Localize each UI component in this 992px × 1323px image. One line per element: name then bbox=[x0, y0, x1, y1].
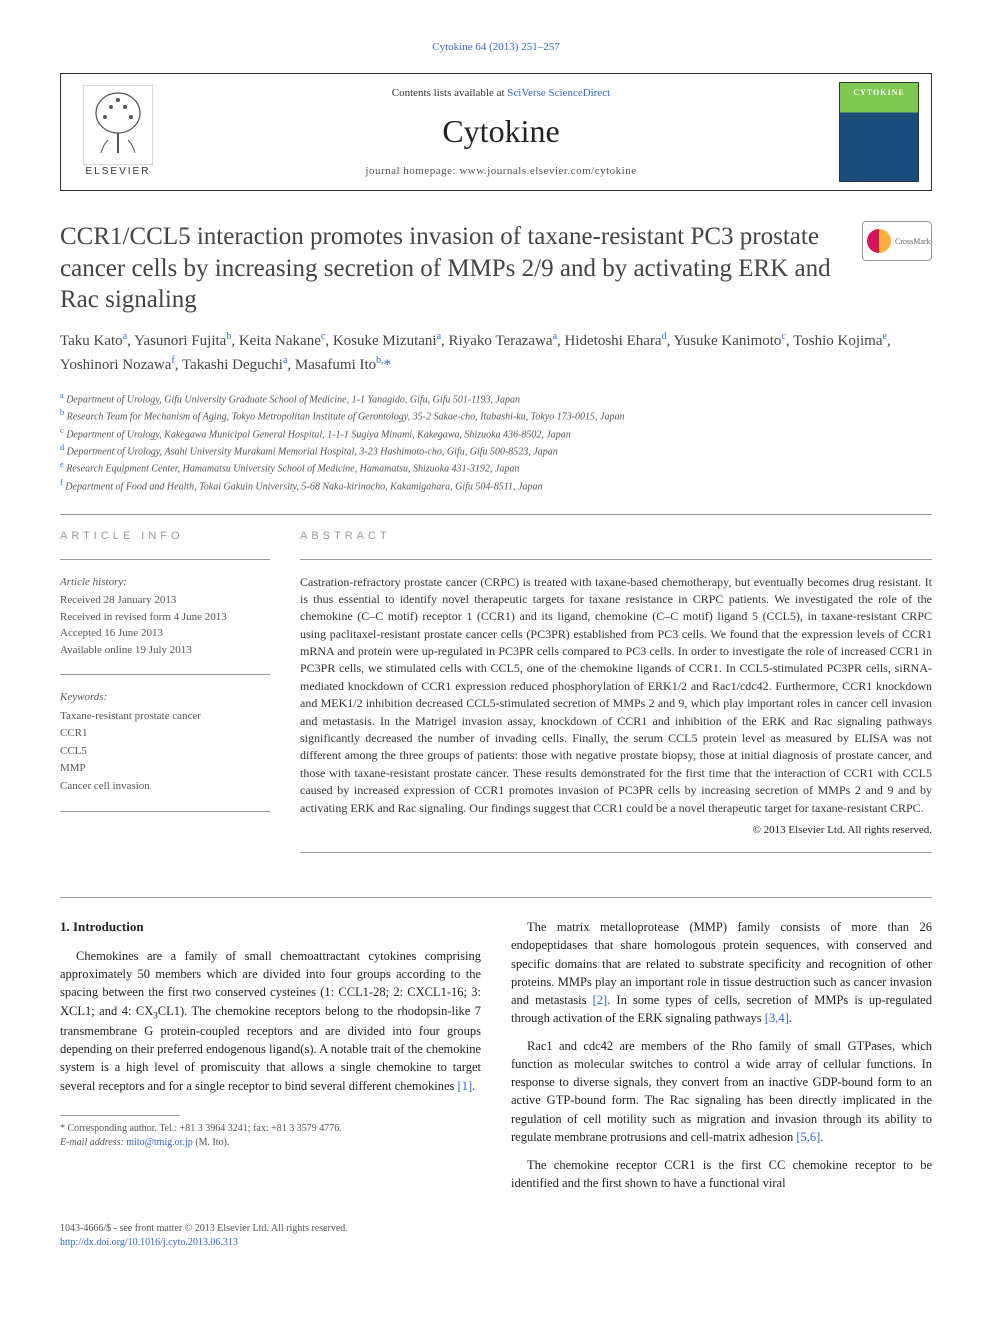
cover-title: CYTOKINE bbox=[840, 87, 918, 98]
history-label: Article history: bbox=[60, 574, 270, 591]
body-paragraph: Rac1 and cdc42 are members of the Rho fa… bbox=[511, 1037, 932, 1146]
page-footer: 1043-4666/$ - see front matter © 2013 El… bbox=[60, 1222, 932, 1250]
info-divider bbox=[60, 674, 270, 675]
affiliation-line: a Department of Urology, Gifu University… bbox=[60, 390, 932, 407]
article-title: CCR1/CCL5 interaction promotes invasion … bbox=[60, 221, 862, 315]
corresponding-author-footnote: * Corresponding author. Tel.: +81 3 3964… bbox=[60, 1122, 481, 1150]
journal-cover-thumbnail: CYTOKINE bbox=[839, 82, 919, 182]
affiliation-line: f Department of Food and Health, Tokai G… bbox=[60, 477, 932, 494]
article-history: Article history: Received 28 January 201… bbox=[60, 574, 270, 659]
abstract-copyright: © 2013 Elsevier Ltd. All rights reserved… bbox=[300, 823, 932, 838]
intro-heading: 1. Introduction bbox=[60, 918, 481, 937]
homepage-prefix: journal homepage: bbox=[365, 165, 459, 177]
contents-prefix: Contents lists available at bbox=[392, 87, 507, 99]
email-link[interactable]: mito@tmig.or.jp bbox=[126, 1137, 192, 1148]
affiliation-line: c Department of Urology, Kakegawa Munici… bbox=[60, 425, 932, 442]
article-info-heading: article info bbox=[60, 529, 270, 544]
sciencedirect-link[interactable]: SciVerse ScienceDirect bbox=[507, 87, 610, 99]
crossmark-icon bbox=[867, 229, 891, 253]
section-divider bbox=[60, 514, 932, 515]
journal-name: Cytokine bbox=[163, 109, 839, 154]
issn-line: 1043-4666/$ - see front matter © 2013 El… bbox=[60, 1222, 932, 1236]
footnote-divider bbox=[60, 1115, 180, 1116]
keywords-block: Keywords: Taxane-resistant prostate canc… bbox=[60, 689, 270, 795]
history-line: Accepted 16 June 2013 bbox=[60, 625, 270, 642]
keyword: Taxane-resistant prostate cancer bbox=[60, 708, 270, 726]
elsevier-tree-icon bbox=[83, 85, 153, 165]
journal-homepage: journal homepage: www.journals.elsevier.… bbox=[163, 164, 839, 179]
history-line: Available online 19 July 2013 bbox=[60, 642, 270, 659]
keyword: Cancer cell invasion bbox=[60, 778, 270, 796]
abstract-heading: abstract bbox=[300, 529, 932, 544]
body-paragraph: Chemokines are a family of small chemoat… bbox=[60, 947, 481, 1094]
keywords-label: Keywords: bbox=[60, 689, 270, 706]
keyword: CCL5 bbox=[60, 743, 270, 761]
body-right-column: The matrix metalloprotease (MMP) family … bbox=[511, 918, 932, 1202]
affiliation-line: b Research Team for Mechanism of Aging, … bbox=[60, 407, 932, 424]
contents-line: Contents lists available at SciVerse Sci… bbox=[163, 86, 839, 101]
doi-link[interactable]: http://dx.doi.org/10.1016/j.cyto.2013.06… bbox=[60, 1237, 238, 1248]
corr-line: * Corresponding author. Tel.: +81 3 3964… bbox=[60, 1122, 481, 1136]
keyword: MMP bbox=[60, 760, 270, 778]
elsevier-logo: ELSEVIER bbox=[73, 82, 163, 182]
authors-list: Taku Katoa, Yasunori Fujitab, Keita Naka… bbox=[60, 329, 932, 376]
abstract-text: Castration-refractory prostate cancer (C… bbox=[300, 574, 932, 817]
body-paragraph: The matrix metalloprotease (MMP) family … bbox=[511, 918, 932, 1027]
body-paragraph: The chemokine receptor CCR1 is the first… bbox=[511, 1156, 932, 1192]
elsevier-text: ELSEVIER bbox=[86, 165, 151, 179]
history-line: Received 28 January 2013 bbox=[60, 592, 270, 609]
affiliation-line: e Research Equipment Center, Hamamatsu U… bbox=[60, 459, 932, 476]
abstract-divider bbox=[300, 559, 932, 560]
citation-header: Cytokine 64 (2013) 251–257 bbox=[60, 40, 932, 55]
crossmark-label: CrossMark bbox=[895, 236, 931, 247]
info-divider bbox=[60, 811, 270, 812]
homepage-url[interactable]: www.journals.elsevier.com/cytokine bbox=[459, 165, 636, 177]
body-left-column: 1. Introduction Chemokines are a family … bbox=[60, 918, 481, 1202]
affiliations-list: a Department of Urology, Gifu University… bbox=[60, 390, 932, 494]
body-divider bbox=[60, 897, 932, 898]
history-line: Received in revised form 4 June 2013 bbox=[60, 609, 270, 626]
journal-header-box: ELSEVIER Contents lists available at Sci… bbox=[60, 73, 932, 191]
keyword: CCR1 bbox=[60, 725, 270, 743]
crossmark-badge[interactable]: CrossMark bbox=[862, 221, 932, 261]
affiliation-line: d Department of Urology, Asahi Universit… bbox=[60, 442, 932, 459]
info-divider bbox=[60, 559, 270, 560]
abstract-divider bbox=[300, 852, 932, 853]
email-name: (M. Ito). bbox=[193, 1137, 230, 1148]
email-label: E-mail address: bbox=[60, 1137, 126, 1148]
